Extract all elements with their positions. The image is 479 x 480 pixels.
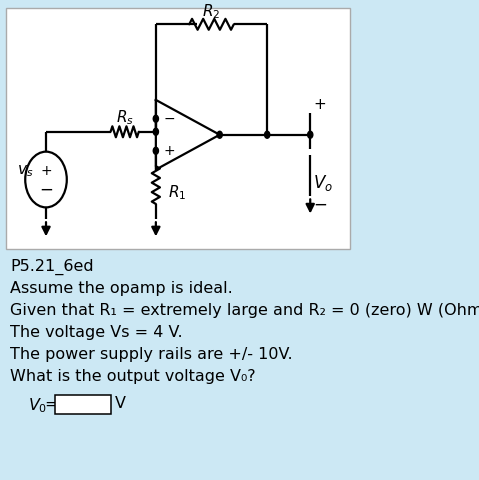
Circle shape (153, 147, 159, 154)
Circle shape (217, 131, 222, 138)
Text: P5.21_6ed: P5.21_6ed (11, 259, 94, 276)
Text: =: = (45, 396, 58, 411)
Circle shape (153, 128, 159, 135)
Text: What is the output voltage V₀?: What is the output voltage V₀? (11, 369, 256, 384)
Text: Assume the opamp is ideal.: Assume the opamp is ideal. (11, 281, 233, 296)
Text: −: − (313, 195, 327, 214)
Circle shape (308, 131, 313, 138)
Text: V: V (115, 396, 126, 411)
Text: +: + (163, 144, 175, 158)
Bar (55, 396, 111, 414)
Text: $v_s$: $v_s$ (17, 164, 34, 180)
Text: $R_s$: $R_s$ (116, 108, 134, 127)
Text: +: + (40, 164, 52, 178)
Circle shape (264, 131, 270, 138)
Text: +: + (313, 97, 326, 112)
Text: $R_2$: $R_2$ (203, 2, 221, 21)
Text: The voltage Vs = 4 V.: The voltage Vs = 4 V. (11, 325, 183, 340)
Bar (6, 8, 350, 249)
Text: $R_1$: $R_1$ (168, 184, 186, 203)
Text: $V_0$: $V_0$ (28, 396, 47, 415)
Text: −: − (39, 180, 53, 198)
Text: The power supply rails are +/- 10V.: The power supply rails are +/- 10V. (11, 347, 293, 361)
Text: Given that R₁ = extremely large and R₂ = 0 (zero) W (Ohm).: Given that R₁ = extremely large and R₂ =… (11, 303, 479, 318)
Text: −: − (163, 112, 175, 126)
Text: $V_o$: $V_o$ (313, 172, 333, 192)
Circle shape (153, 115, 159, 122)
